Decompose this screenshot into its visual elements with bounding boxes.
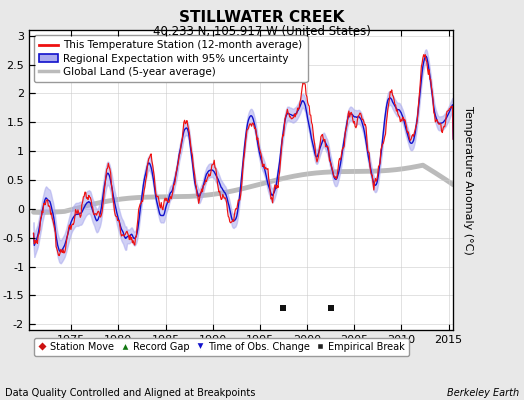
Text: 40.233 N, 105.917 W (United States): 40.233 N, 105.917 W (United States) [153,25,371,38]
Text: Data Quality Controlled and Aligned at Breakpoints: Data Quality Controlled and Aligned at B… [5,388,256,398]
Text: Berkeley Earth: Berkeley Earth [446,388,519,398]
Y-axis label: Temperature Anomaly (°C): Temperature Anomaly (°C) [463,106,473,254]
Legend: Station Move, Record Gap, Time of Obs. Change, Empirical Break: Station Move, Record Gap, Time of Obs. C… [34,338,409,356]
Text: STILLWATER CREEK: STILLWATER CREEK [179,10,345,25]
